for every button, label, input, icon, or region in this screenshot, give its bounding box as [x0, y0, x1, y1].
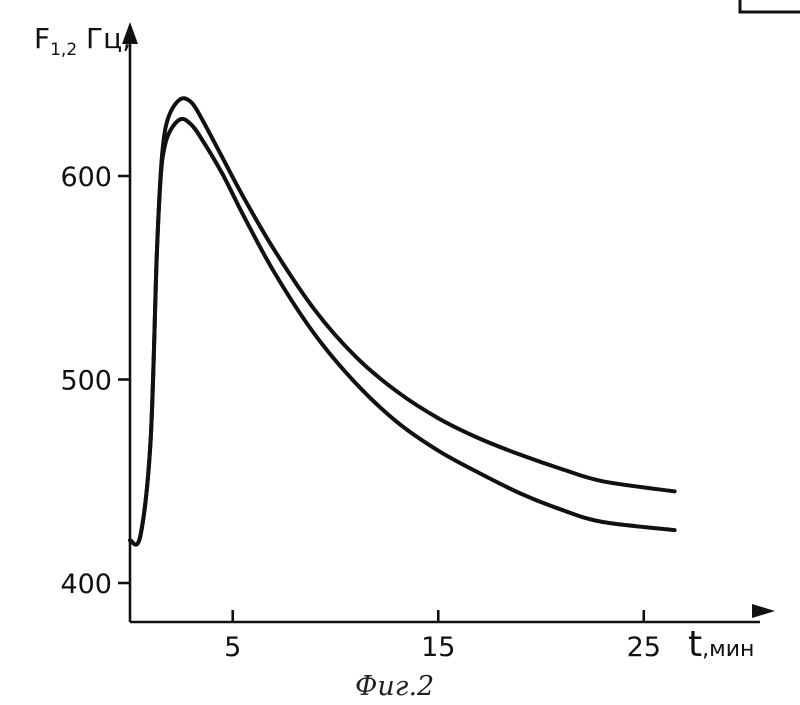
- x-tick-label: 5: [224, 632, 241, 663]
- x-axis-label-unit: ,мин: [702, 637, 754, 662]
- x-tick-label: 15: [421, 632, 455, 663]
- y-tick-label: 400: [60, 569, 112, 600]
- y-axis-label-unit: Гц,: [77, 22, 131, 55]
- x-tick-label: 25: [627, 632, 661, 663]
- x-axis-label-main: t: [688, 624, 702, 665]
- x-axis-arrow: [752, 604, 775, 618]
- figure-caption: Фиг.2: [355, 671, 434, 702]
- plot-curves: [130, 98, 675, 544]
- y-axis-label-main: F: [34, 22, 50, 55]
- series-line-upper: [130, 98, 675, 544]
- y-axis-label: F1,2 Гц,: [34, 22, 131, 60]
- y-axis-label-subscript: 1,2: [50, 40, 77, 60]
- corner-mark: [740, 0, 800, 12]
- chart-axes: [122, 22, 775, 622]
- y-tick-label: 500: [60, 366, 112, 397]
- x-axis-label: t,мин: [688, 624, 754, 665]
- y-tick-label: 600: [60, 162, 112, 193]
